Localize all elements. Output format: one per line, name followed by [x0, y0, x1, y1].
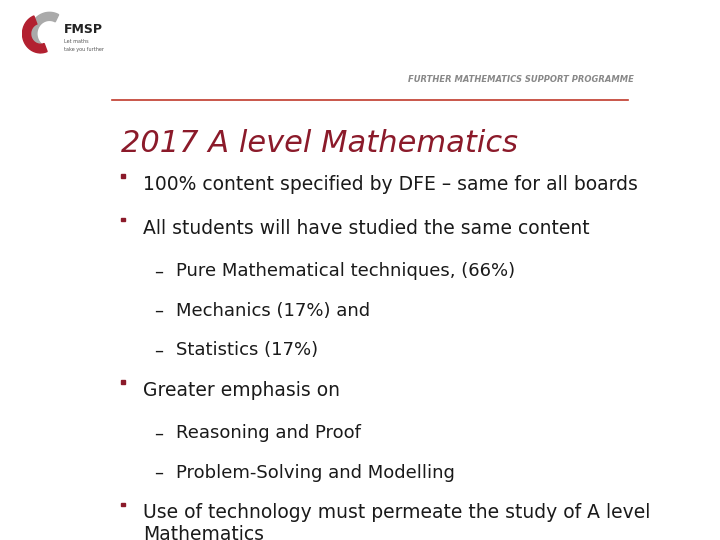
Polygon shape [22, 16, 47, 53]
Text: Pure Mathematical techniques, (66%): Pure Mathematical techniques, (66%) [176, 262, 516, 280]
Text: FURTHER MATHEMATICS SUPPORT PROGRAMME: FURTHER MATHEMATICS SUPPORT PROGRAMME [408, 75, 634, 84]
Text: –: – [154, 424, 163, 442]
Text: –: – [154, 341, 163, 359]
Polygon shape [30, 12, 58, 53]
Text: Problem-Solving and Modelling: Problem-Solving and Modelling [176, 464, 455, 482]
Text: –: – [154, 302, 163, 320]
Text: FMSP: FMSP [64, 23, 103, 36]
Text: Use of technology must permeate the study of A level
Mathematics: Use of technology must permeate the stud… [143, 503, 650, 540]
Text: –: – [154, 464, 163, 482]
Bar [121, 503, 125, 506]
Text: take you further: take you further [64, 46, 104, 51]
Text: Statistics (17%): Statistics (17%) [176, 341, 319, 359]
Bar [121, 174, 125, 178]
Text: Reasoning and Proof: Reasoning and Proof [176, 424, 361, 442]
Text: Greater emphasis on: Greater emphasis on [143, 381, 340, 400]
Text: 100% content specified by DFE – same for all boards: 100% content specified by DFE – same for… [143, 175, 638, 194]
Text: Mechanics (17%) and: Mechanics (17%) and [176, 302, 371, 320]
Text: All students will have studied the same content: All students will have studied the same … [143, 219, 590, 238]
Text: –: – [154, 262, 163, 280]
Text: 2017 A level Mathematics: 2017 A level Mathematics [121, 129, 518, 158]
Bar [121, 218, 125, 221]
Text: Let maths: Let maths [64, 39, 89, 44]
Bar [121, 380, 125, 383]
